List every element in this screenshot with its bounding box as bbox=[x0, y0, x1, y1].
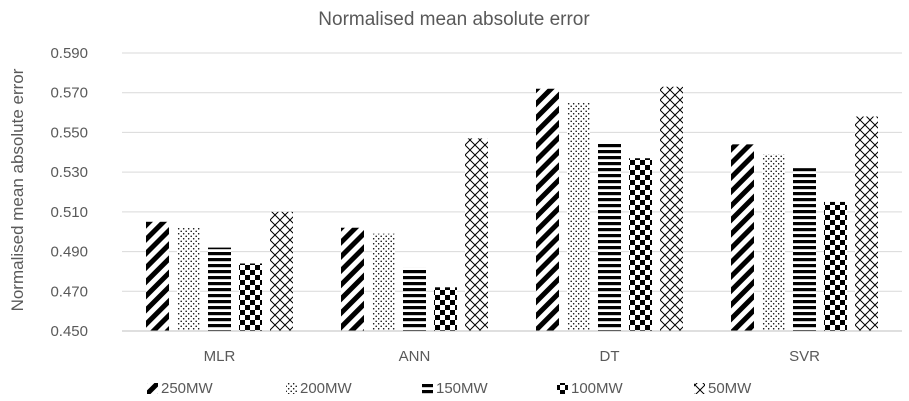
x-category-label: MLR bbox=[204, 348, 236, 365]
bar-dt-150mw bbox=[598, 142, 621, 331]
bar-ann-200mw bbox=[372, 233, 395, 331]
x-category-label: DT bbox=[600, 348, 620, 365]
bar-mlr-100mw bbox=[239, 263, 262, 331]
legend-item-200mw: 200MW bbox=[286, 380, 353, 397]
bar-mlr-150mw bbox=[208, 247, 231, 331]
bar-svr-50mw bbox=[855, 116, 878, 332]
y-axis-ticks: 0.450 0.470 0.490 0.510 0.530 0.550 0.570 0.590 bbox=[50, 45, 88, 340]
bar-svr-200mw bbox=[762, 154, 785, 331]
legend-swatch bbox=[557, 383, 568, 394]
y-tick-label: 0.590 bbox=[50, 45, 88, 62]
bar-svr-150mw bbox=[793, 168, 816, 331]
bar-ann-100mw bbox=[434, 287, 457, 331]
y-tick-label: 0.530 bbox=[50, 164, 88, 181]
legend-label: 200MW bbox=[300, 380, 353, 397]
bar-ann-50mw bbox=[465, 138, 488, 331]
y-tick-label: 0.490 bbox=[50, 244, 88, 261]
bar-mlr-250mw bbox=[146, 221, 169, 331]
legend-item-50mw: 50MW bbox=[694, 380, 752, 397]
legend: 250MW 200MW 150MW 100MW 50MW bbox=[147, 380, 752, 397]
bar-dt-100mw bbox=[629, 158, 652, 331]
legend-swatch bbox=[147, 383, 158, 394]
y-tick-label: 0.550 bbox=[50, 124, 88, 141]
x-category-label: ANN bbox=[399, 348, 431, 365]
legend-item-150mw: 150MW bbox=[422, 380, 489, 397]
legend-label: 250MW bbox=[161, 380, 214, 397]
y-axis-label: Normalised mean absolute error bbox=[8, 68, 27, 311]
bars bbox=[122, 86, 902, 332]
legend-label: 50MW bbox=[708, 380, 752, 397]
legend-swatch bbox=[286, 383, 297, 394]
y-tick-label: 0.570 bbox=[50, 85, 88, 102]
bar-svr-100mw bbox=[824, 201, 847, 331]
bar-mlr-50mw bbox=[270, 211, 293, 331]
bar-ann-150mw bbox=[403, 267, 426, 331]
y-tick-label: 0.470 bbox=[50, 283, 88, 300]
bar-svr-250mw bbox=[731, 144, 754, 331]
bar-ann-250mw bbox=[341, 227, 364, 331]
bar-mlr-200mw bbox=[177, 227, 200, 331]
legend-label: 100MW bbox=[571, 380, 624, 397]
chart-title: Normalised mean absolute error bbox=[318, 9, 590, 30]
bar-dt-200mw bbox=[567, 102, 590, 332]
legend-item-100mw: 100MW bbox=[557, 380, 624, 397]
bar-dt-250mw bbox=[536, 88, 559, 331]
legend-item-250mw: 250MW bbox=[147, 380, 214, 397]
x-category-label: SVR bbox=[789, 348, 820, 365]
legend-swatch bbox=[694, 383, 705, 394]
legend-swatch bbox=[422, 383, 433, 394]
x-axis-categories: MLR ANN DT SVR bbox=[204, 348, 820, 365]
y-tick-label: 0.510 bbox=[50, 204, 88, 221]
bar-dt-50mw bbox=[660, 86, 683, 331]
legend-label: 150MW bbox=[436, 380, 489, 397]
y-tick-label: 0.450 bbox=[50, 323, 88, 340]
